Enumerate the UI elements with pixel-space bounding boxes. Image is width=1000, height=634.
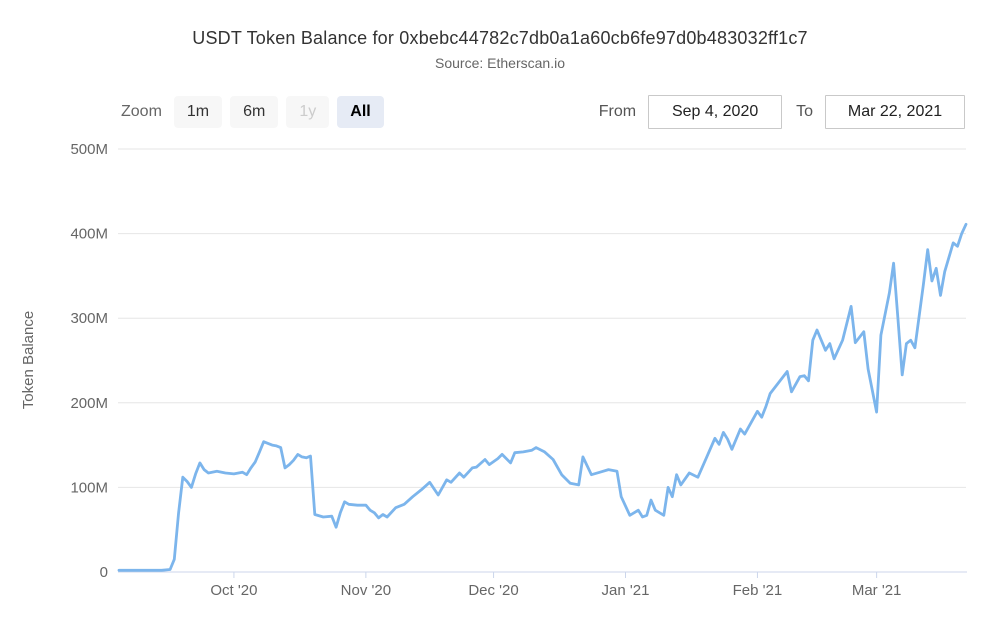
y-axis-label: 100M [70,479,108,496]
zoom-label: Zoom [121,103,162,120]
x-axis-label: Nov '20 [341,582,391,599]
to-label: To [796,103,813,120]
from-date-input[interactable] [648,95,783,129]
y-axis-title: Token Balance [20,311,37,409]
y-axis-label: 200M [70,395,108,412]
y-axis-label: 400M [70,226,108,243]
x-axis-label: Jan '21 [602,582,650,599]
from-label: From [598,103,637,120]
line-chart[interactable]: 0 100M 200M 300M 400M 500M Oct '20 Nov '20 Dec '… [0,135,1000,634]
x-axis-label: Oct '20 [210,582,257,599]
chart-title: USDT Token Balance for 0xbebc44782c7db0a… [192,28,808,48]
x-axis-label: Feb '21 [733,582,783,599]
zoom-button-1y[interactable]: 1y [286,96,330,128]
zoom-button-6m[interactable]: 6m [230,96,279,128]
x-axis-label: Mar '21 [852,582,902,599]
zoom-toolbar: Zoom 1m 6m 1y All [121,96,392,128]
zoom-button-1m[interactable]: 1m [173,96,223,128]
x-axis-label: Dec '20 [468,582,518,599]
token-balance-series-line[interactable] [117,222,968,572]
to-date-input[interactable] [825,95,965,129]
chart-subtitle: Source: Etherscan.io [435,55,565,71]
date-range-controls: From To [598,95,965,129]
y-axis-label: 500M [70,141,108,158]
y-axis-label: 300M [70,310,108,327]
y-axis-label: 0 [100,564,108,581]
zoom-button-all[interactable]: All [337,96,384,128]
